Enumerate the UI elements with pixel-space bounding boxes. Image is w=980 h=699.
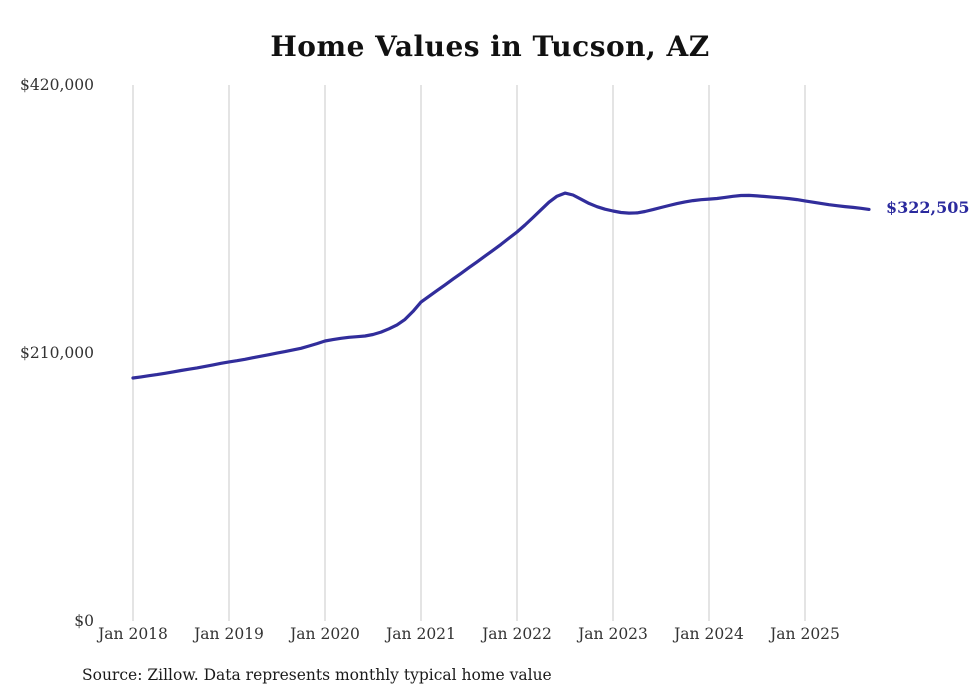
x-tick-label: Jan 2022 (482, 625, 552, 643)
x-tick-label: Jan 2019 (194, 625, 264, 643)
home-value-line-series (131, 191, 871, 380)
x-tick-label: Jan 2020 (290, 625, 360, 643)
x-tick-label: Jan 2024 (674, 625, 744, 643)
x-tick-label: Jan 2021 (386, 625, 456, 643)
y-tick-label: $0 (74, 612, 94, 630)
y-tick-label: $420,000 (20, 76, 94, 94)
y-tick-label: $210,000 (20, 344, 94, 362)
x-tick-label: Jan 2025 (770, 625, 840, 643)
x-tick-label: Jan 2023 (578, 625, 648, 643)
last-value-label: $322,505 (886, 198, 970, 218)
source-note: Source: Zillow. Data represents monthly … (82, 666, 552, 684)
chart-title: Home Values in Tucson, AZ (270, 30, 710, 63)
x-tick-label: Jan 2018 (98, 625, 168, 643)
